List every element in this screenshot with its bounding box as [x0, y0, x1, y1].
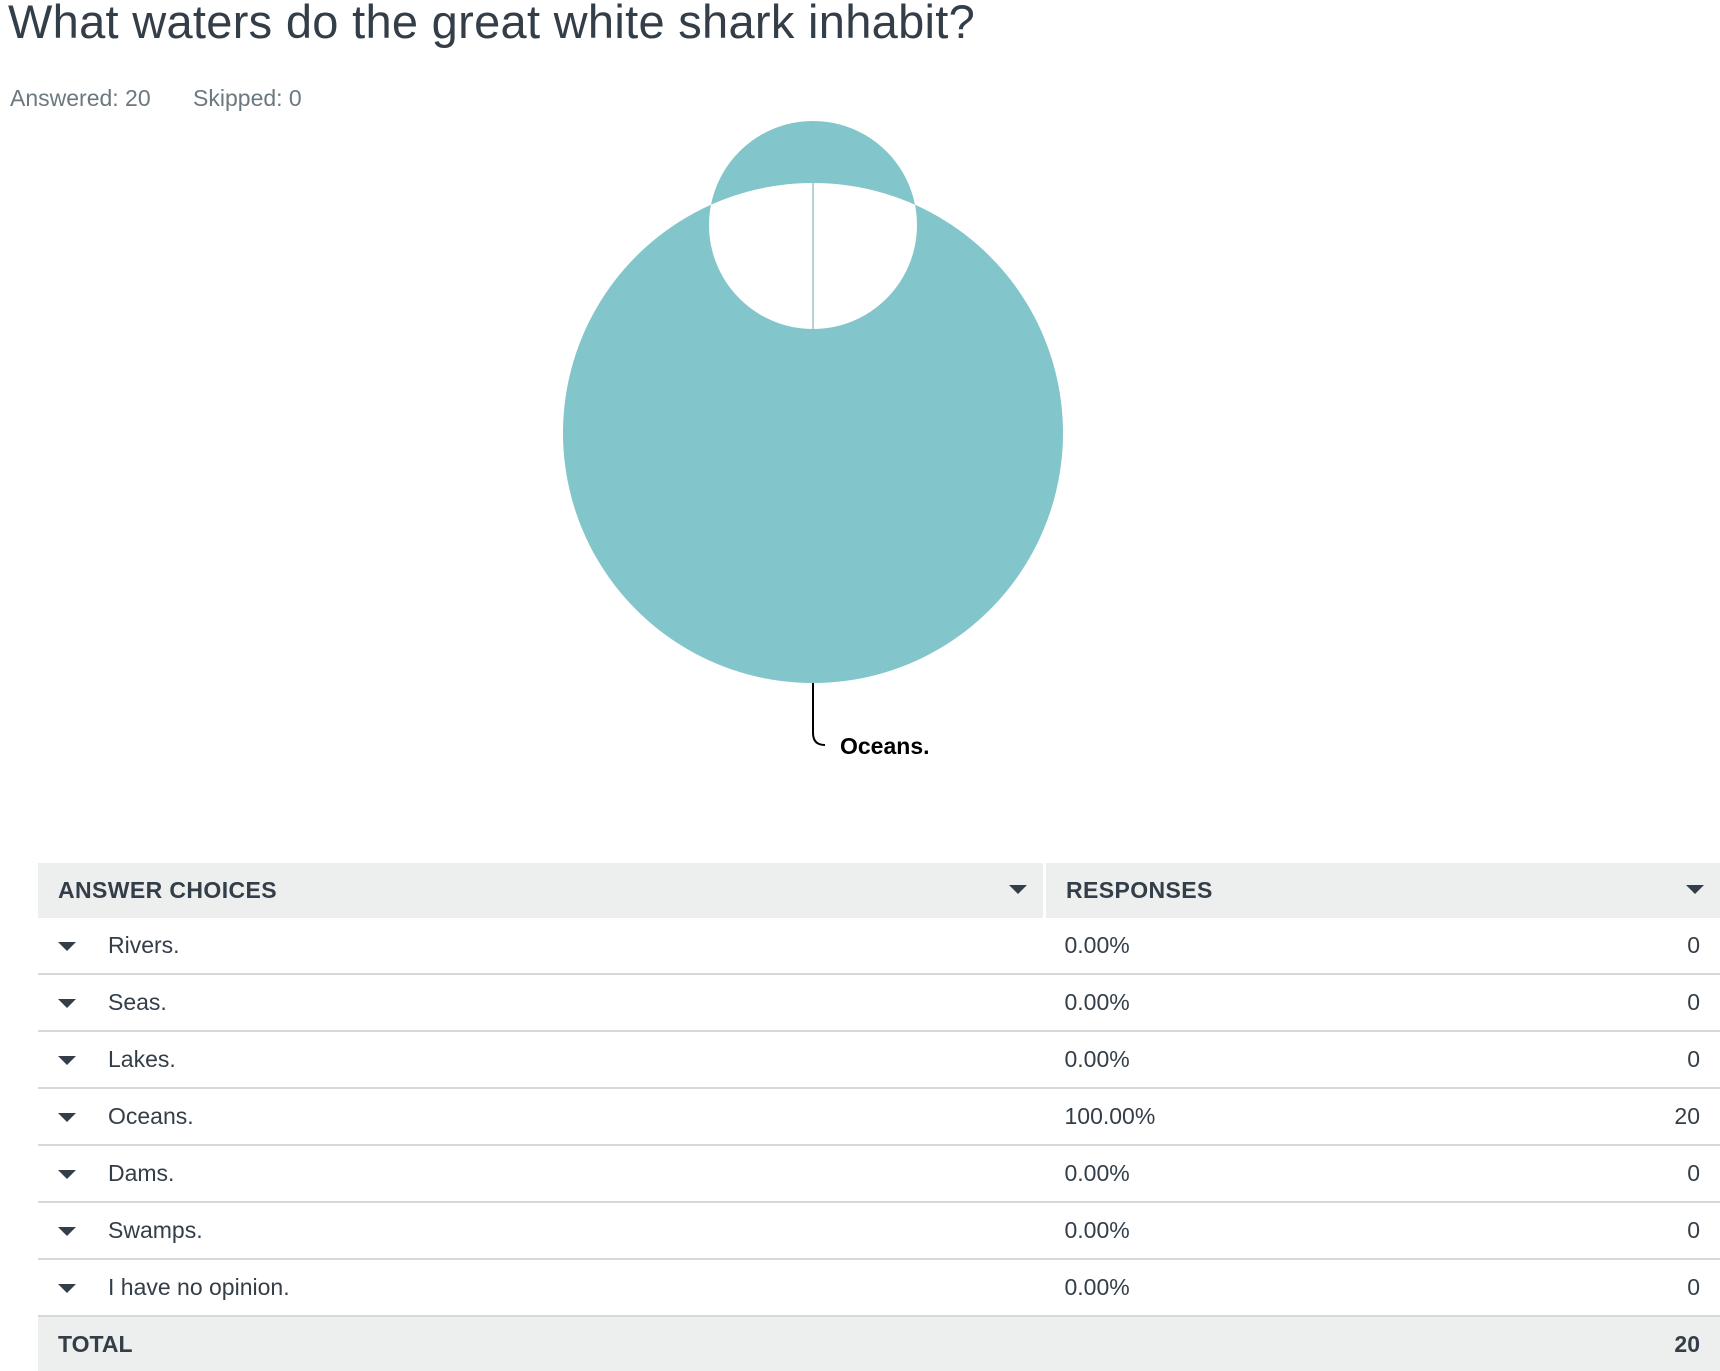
- choice-label: Lakes.: [108, 1046, 176, 1072]
- percent-cell: 0.00%: [1045, 918, 1383, 974]
- expand-caret-icon[interactable]: [58, 999, 76, 1008]
- expand-caret-icon[interactable]: [58, 1284, 76, 1293]
- count-cell: 0: [1382, 1145, 1720, 1202]
- choice-label: Swamps.: [108, 1217, 203, 1243]
- choice-cell: Rivers.: [38, 918, 1045, 974]
- percent-cell: 0.00%: [1045, 1145, 1383, 1202]
- table-row: Lakes. 0.00% 0: [38, 1031, 1720, 1088]
- slice-label-oceans: Oceans.: [840, 733, 930, 759]
- sort-choices-icon[interactable]: [1009, 885, 1027, 894]
- expand-caret-icon[interactable]: [58, 1056, 76, 1065]
- choice-label: Seas.: [108, 989, 167, 1015]
- choice-label: Dams.: [108, 1160, 174, 1186]
- choice-cell: Seas.: [38, 974, 1045, 1031]
- responses-header[interactable]: RESPONSES: [1045, 863, 1720, 918]
- choice-label: Oceans.: [108, 1103, 194, 1129]
- percent-cell: 0.00%: [1045, 1259, 1383, 1316]
- table-header-row: ANSWER CHOICES RESPONSES: [38, 863, 1720, 918]
- percent-cell: 0.00%: [1045, 1202, 1383, 1259]
- choice-cell: Oceans.: [38, 1088, 1045, 1145]
- count-cell: 0: [1382, 974, 1720, 1031]
- expand-caret-icon[interactable]: [58, 1113, 76, 1122]
- total-spacer: [1045, 1316, 1383, 1371]
- donut-chart: Oceans.: [0, 0, 1720, 820]
- count-cell: 0: [1382, 1202, 1720, 1259]
- table-row: Swamps. 0.00% 0: [38, 1202, 1720, 1259]
- choice-cell: Dams.: [38, 1145, 1045, 1202]
- count-cell: 0: [1382, 1259, 1720, 1316]
- table-row: Seas. 0.00% 0: [38, 974, 1720, 1031]
- table-row: I have no opinion. 0.00% 0: [38, 1259, 1720, 1316]
- table-row: Oceans. 100.00% 20: [38, 1088, 1720, 1145]
- answer-choices-header-label: ANSWER CHOICES: [58, 877, 277, 903]
- answer-choices-header[interactable]: ANSWER CHOICES: [38, 863, 1045, 918]
- percent-cell: 100.00%: [1045, 1088, 1383, 1145]
- count-cell: 0: [1382, 918, 1720, 974]
- expand-caret-icon[interactable]: [58, 1170, 76, 1179]
- total-count: 20: [1382, 1316, 1720, 1371]
- percent-cell: 0.00%: [1045, 1031, 1383, 1088]
- table-row: Rivers. 0.00% 0: [38, 918, 1720, 974]
- total-label: TOTAL: [38, 1316, 1045, 1371]
- total-row: TOTAL 20: [38, 1316, 1720, 1371]
- count-cell: 0: [1382, 1031, 1720, 1088]
- expand-caret-icon[interactable]: [58, 1227, 76, 1236]
- results-table: ANSWER CHOICES RESPONSES Rivers. 0.00% 0…: [38, 863, 1720, 1371]
- choice-label: Rivers.: [108, 932, 180, 958]
- choice-cell: I have no opinion.: [38, 1259, 1045, 1316]
- expand-caret-icon[interactable]: [58, 942, 76, 951]
- percent-cell: 0.00%: [1045, 974, 1383, 1031]
- responses-header-label: RESPONSES: [1066, 877, 1213, 903]
- sort-responses-icon[interactable]: [1686, 885, 1704, 894]
- slice-leader-line: [813, 683, 825, 745]
- choice-label: I have no opinion.: [108, 1274, 290, 1300]
- choice-cell: Lakes.: [38, 1031, 1045, 1088]
- choice-cell: Swamps.: [38, 1202, 1045, 1259]
- count-cell: 20: [1382, 1088, 1720, 1145]
- table-row: Dams. 0.00% 0: [38, 1145, 1720, 1202]
